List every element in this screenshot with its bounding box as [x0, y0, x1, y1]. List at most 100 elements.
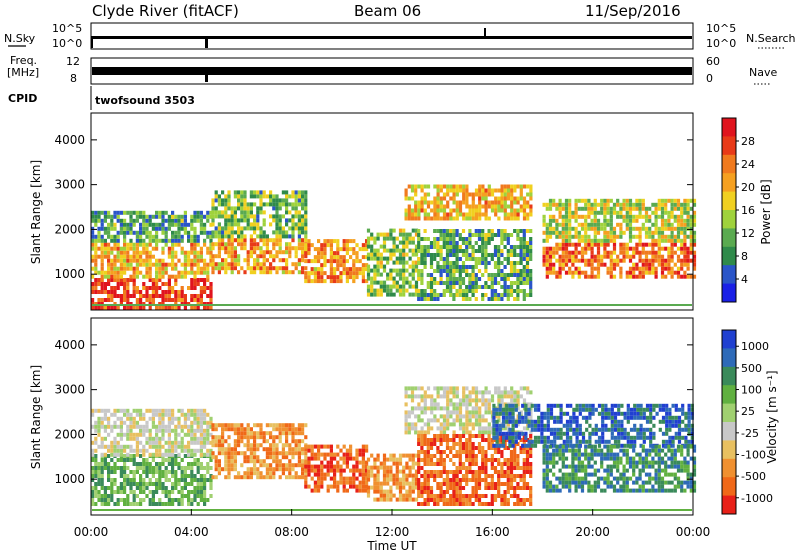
power-cell-r2 — [155, 238, 159, 243]
power-cell-r4 — [221, 198, 225, 203]
power-cell-r7 — [516, 208, 520, 213]
power-cell-r0 — [113, 294, 117, 298]
velocity-cell-r6 — [452, 446, 456, 450]
power-cell-r9 — [558, 266, 562, 271]
power-cell-r10 — [542, 238, 546, 243]
velocity-cell-r1 — [203, 444, 207, 449]
velocity-cell-r0 — [132, 494, 136, 498]
velocity-cell-r0 — [135, 470, 139, 474]
velocity-cell-r1 — [203, 432, 207, 437]
power-cell-r3 — [224, 262, 228, 267]
power-cell-r5 — [313, 247, 317, 252]
power-cell-r5 — [323, 247, 327, 252]
power-cell-r7 — [487, 184, 491, 189]
velocity-cell-r0 — [187, 462, 191, 466]
velocity-cell-r6 — [436, 450, 440, 454]
velocity-cell-r1 — [119, 424, 123, 429]
power-cell-r8 — [525, 249, 530, 253]
velocity-cell-r0 — [113, 490, 117, 494]
power-cell-r1 — [183, 254, 187, 259]
power-cell-r8 — [452, 273, 456, 277]
power-cell-r6 — [405, 244, 409, 249]
power-cell-r8 — [500, 297, 504, 301]
power-cell-r9 — [625, 242, 629, 247]
power-cell-r0 — [199, 290, 203, 294]
power-cell-r9 — [628, 258, 633, 263]
power-cell-r10 — [657, 202, 661, 207]
power-cell-r9 — [580, 254, 585, 259]
power-cell-r9 — [644, 258, 649, 263]
power-cell-r7 — [500, 200, 504, 205]
velocity-cell-r4 — [389, 493, 393, 498]
power-cell-r10 — [542, 214, 546, 219]
power-cell-r9 — [644, 266, 649, 271]
power-cell-r9 — [673, 270, 677, 275]
velocity-cell-r6 — [500, 474, 504, 478]
power-cell-r9 — [648, 258, 652, 263]
power-cell-r5 — [310, 279, 314, 284]
velocity-cell-r3 — [342, 480, 346, 485]
nsky-tick-top: 10^5 — [52, 22, 82, 35]
power-cell-r8 — [452, 241, 456, 245]
power-cell-r8 — [433, 253, 437, 257]
velocity-cell-r1 — [100, 420, 104, 425]
velocity-cell-r0 — [206, 466, 210, 470]
power-cell-r5 — [320, 271, 324, 276]
velocity-cell-r0 — [129, 502, 133, 506]
velocity-cell-r1 — [145, 436, 149, 441]
velocity-cell-r6 — [493, 466, 498, 470]
power-cell-r2 — [155, 222, 159, 227]
power-cell-r0 — [116, 282, 120, 286]
velocity-cell-r1 — [94, 408, 98, 413]
velocity-cell-r1 — [155, 428, 159, 433]
power-cell-r8 — [449, 289, 453, 293]
power-cell-r0 — [151, 294, 155, 298]
power-cell-r3 — [237, 254, 241, 259]
power-cell-r8 — [513, 253, 517, 257]
velocity-cell-r6 — [455, 482, 459, 486]
power-cell-r10 — [619, 214, 623, 219]
power-cell-r3 — [233, 250, 237, 255]
velocity-cell-r1 — [142, 448, 146, 453]
power-cell-r9 — [555, 258, 559, 263]
power-cell-r2 — [167, 238, 171, 243]
velocity-cell-r6 — [461, 442, 466, 446]
power-cell-r4 — [272, 198, 276, 203]
velocity-cell-r2 — [224, 439, 228, 444]
power-cell-r3 — [221, 262, 225, 267]
power-cell-r10 — [561, 226, 565, 231]
power-cell-r4 — [259, 230, 263, 235]
power-cell-r5 — [339, 259, 343, 264]
power-cell-r6 — [366, 236, 371, 241]
power-cell-r8 — [455, 269, 459, 273]
velocity-cell-r2 — [237, 471, 241, 476]
power-cell-r2 — [193, 218, 197, 223]
velocity-cell-r0 — [158, 486, 162, 490]
power-cell-r8 — [525, 265, 530, 269]
power-cell-r10 — [564, 234, 569, 239]
power-cell-r8 — [484, 269, 488, 273]
velocity-cell-r3 — [365, 468, 369, 473]
velocity-cell-r1 — [126, 412, 130, 417]
power-cell-r7 — [513, 188, 517, 193]
power-cell-r9 — [664, 266, 668, 271]
power-cell-r4 — [272, 214, 276, 219]
velocity-cell-r6 — [426, 454, 430, 458]
power-cell-r1 — [148, 262, 152, 267]
power-cell-r10 — [673, 198, 677, 203]
power-cell-r10 — [667, 198, 671, 203]
velocity-cell-r0 — [123, 474, 127, 478]
power-cell-r9 — [571, 254, 575, 259]
velocity-cell-r1 — [167, 448, 171, 453]
power-cell-r0 — [199, 298, 203, 302]
power-cell-r8 — [420, 237, 424, 241]
velocity-cell-r4 — [402, 469, 406, 474]
velocity-cell-r5 — [433, 418, 437, 423]
power-cell-r8 — [471, 253, 475, 257]
velocity-cell-r6 — [423, 486, 427, 490]
power-cell-r4 — [288, 210, 292, 215]
power-cell-r3 — [230, 262, 234, 267]
velocity-cell-r1 — [116, 452, 120, 457]
power-cell-r6 — [402, 252, 406, 257]
power-cell-r7 — [404, 212, 408, 217]
